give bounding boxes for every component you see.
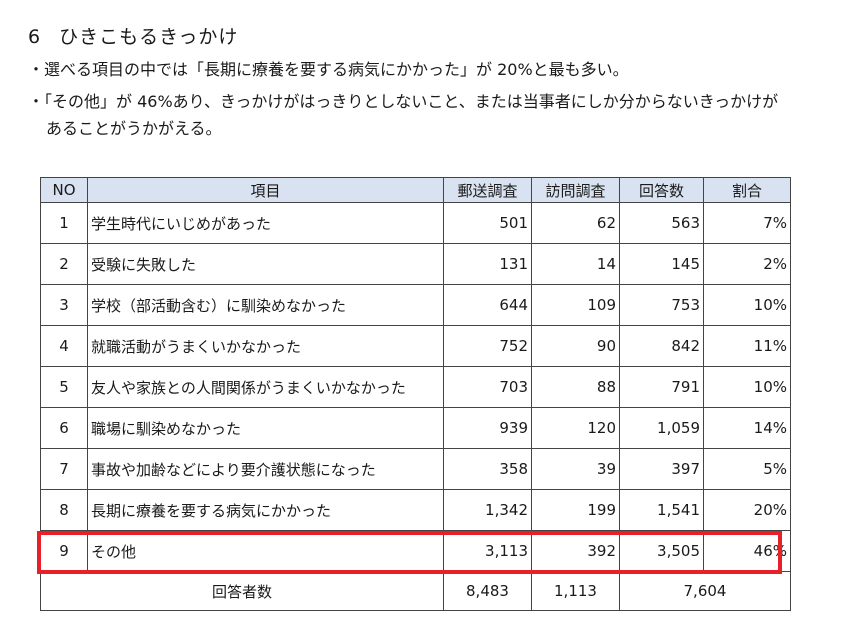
table-row: 6 職場に馴染めなかった 939 120 1,059 14%	[40, 407, 791, 449]
cell-answers: 753	[619, 284, 704, 326]
table-row-highlighted: 9 その他 3,113 392 3,505 46%	[40, 530, 791, 572]
cell-mail: 939	[443, 407, 532, 449]
cell-ratio: 2%	[703, 243, 791, 285]
cell-ratio: 11%	[703, 325, 791, 367]
header-mail: 郵送調査	[443, 177, 532, 203]
table-row: 5 友人や家族との人間関係がうまくいかなかった 703 88 791 10%	[40, 366, 791, 408]
cell-mail: 752	[443, 325, 532, 367]
header-no: NO	[40, 177, 88, 203]
cell-visit: 392	[531, 530, 620, 572]
header-item: 項目	[87, 177, 444, 203]
cell-ratio: 10%	[703, 366, 791, 408]
cell-ratio: 46%	[703, 530, 791, 572]
bullet-2: ・「その他」が 46%あり、きっかけがはっきりとしないこと、または当事者にしか分…	[28, 90, 838, 141]
trigger-table: NO 項目 郵送調査 訪問調査 回答数 割合 1 学生時代にいじめがあった 50…	[40, 177, 791, 611]
cell-answers: 397	[619, 448, 704, 490]
table-row: 7 事故や加齢などにより要介護状態になった 358 39 397 5%	[40, 448, 791, 490]
table-header-row: NO 項目 郵送調査 訪問調査 回答数 割合	[40, 177, 791, 203]
total-mail: 8,483	[443, 571, 532, 611]
cell-mail: 131	[443, 243, 532, 285]
cell-item: 学生時代にいじめがあった	[87, 202, 444, 244]
cell-no: 7	[40, 448, 88, 490]
table-row: 1 学生時代にいじめがあった 501 62 563 7%	[40, 202, 791, 244]
table-row: 3 学校（部活動含む）に馴染めなかった 644 109 753 10%	[40, 284, 791, 326]
cell-no: 1	[40, 202, 88, 244]
total-visit: 1,113	[531, 571, 620, 611]
cell-no: 5	[40, 366, 88, 408]
section-number: 6	[28, 26, 42, 48]
cell-answers: 1,541	[619, 489, 704, 531]
cell-ratio: 10%	[703, 284, 791, 326]
table-total-row: 回答者数 8,483 1,113 7,604	[40, 571, 791, 611]
cell-ratio: 14%	[703, 407, 791, 449]
total-label: 回答者数	[40, 571, 444, 611]
cell-mail: 1,342	[443, 489, 532, 531]
cell-ratio: 5%	[703, 448, 791, 490]
table-row: 4 就職活動がうまくいかなかった 752 90 842 11%	[40, 325, 791, 367]
cell-item: 受験に失敗した	[87, 243, 444, 285]
cell-visit: 90	[531, 325, 620, 367]
table-row: 8 長期に療養を要する病気にかかった 1,342 199 1,541 20%	[40, 489, 791, 531]
cell-visit: 14	[531, 243, 620, 285]
total-answers: 7,604	[619, 571, 791, 611]
cell-visit: 62	[531, 202, 620, 244]
cell-answers: 3,505	[619, 530, 704, 572]
header-answers: 回答数	[619, 177, 704, 203]
cell-ratio: 7%	[703, 202, 791, 244]
cell-no: 6	[40, 407, 88, 449]
cell-item: 職場に馴染めなかった	[87, 407, 444, 449]
cell-item: 長期に療養を要する病気にかかった	[87, 489, 444, 531]
bullet-2-line-2: あることがうかがえる。	[46, 119, 222, 138]
cell-item: 学校（部活動含む）に馴染めなかった	[87, 284, 444, 326]
bullet-1: ・選べる項目の中では「長期に療養を要する病気にかかった」が 20%と最も多い。	[28, 60, 629, 79]
cell-no: 9	[40, 530, 88, 572]
cell-mail: 358	[443, 448, 532, 490]
cell-mail: 501	[443, 202, 532, 244]
header-visit: 訪問調査	[531, 177, 620, 203]
cell-item: 事故や加齢などにより要介護状態になった	[87, 448, 444, 490]
cell-visit: 39	[531, 448, 620, 490]
cell-no: 3	[40, 284, 88, 326]
section-title: ひきこもるきっかけ	[59, 26, 239, 48]
cell-visit: 120	[531, 407, 620, 449]
cell-answers: 563	[619, 202, 704, 244]
cell-visit: 199	[531, 489, 620, 531]
cell-item: 友人や家族との人間関係がうまくいかなかった	[87, 366, 444, 408]
cell-visit: 109	[531, 284, 620, 326]
cell-item: 就職活動がうまくいかなかった	[87, 325, 444, 367]
cell-answers: 1,059	[619, 407, 704, 449]
bullet-2-line-1: ・「その他」が 46%あり、きっかけがはっきりとしないこと、または当事者にしか分…	[28, 92, 779, 111]
cell-ratio: 20%	[703, 489, 791, 531]
cell-answers: 842	[619, 325, 704, 367]
cell-visit: 88	[531, 366, 620, 408]
cell-no: 2	[40, 243, 88, 285]
cell-mail: 3,113	[443, 530, 532, 572]
cell-answers: 791	[619, 366, 704, 408]
table-row: 2 受験に失敗した 131 14 145 2%	[40, 243, 791, 285]
section-heading: 6 ひきこもるきっかけ	[28, 22, 238, 49]
cell-answers: 145	[619, 243, 704, 285]
cell-mail: 644	[443, 284, 532, 326]
cell-item: その他	[87, 530, 444, 572]
header-ratio: 割合	[703, 177, 791, 203]
cell-no: 8	[40, 489, 88, 531]
cell-no: 4	[40, 325, 88, 367]
cell-mail: 703	[443, 366, 532, 408]
